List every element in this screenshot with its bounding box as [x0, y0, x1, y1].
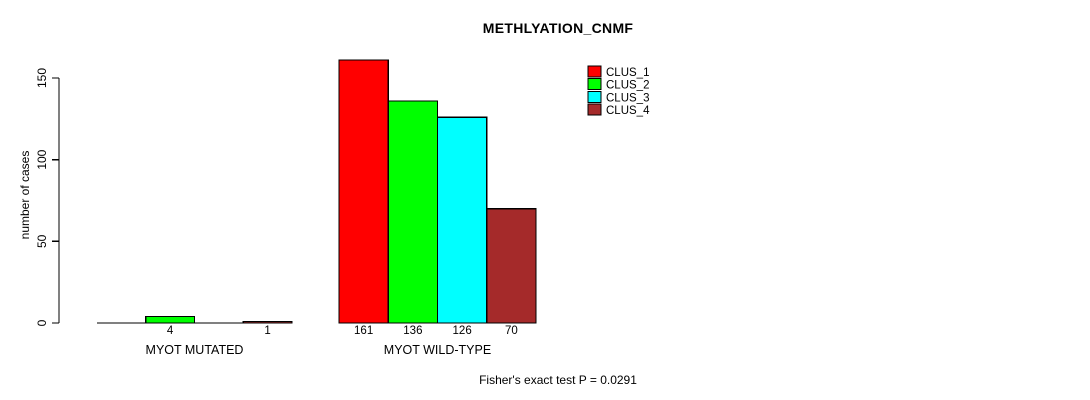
bar-clus-1-myot-wild-type — [338, 59, 389, 324]
y-tick-label: 50 — [35, 234, 49, 248]
y-tick-label: 0 — [35, 319, 49, 326]
bar-value-label: 161 — [354, 325, 373, 337]
bar-value-label: 136 — [403, 325, 422, 337]
legend-swatch-clus-3 — [587, 90, 602, 103]
legend-label: CLUS_1 — [606, 67, 649, 79]
legend-swatch-clus-2 — [587, 78, 602, 91]
y-tick-label: 150 — [35, 68, 49, 88]
y-axis-title: number of cases — [18, 151, 32, 240]
bar-clus-2-myot-mutated — [145, 315, 196, 324]
legend-swatch-clus-4 — [587, 103, 602, 116]
bar-clus-4-myot-wild-type — [486, 208, 537, 324]
y-tick-label: 100 — [35, 149, 49, 169]
bar-clus-4-myot-mutated — [242, 320, 293, 324]
legend-swatch-clus-1 — [587, 65, 602, 78]
bar-value-label: 70 — [505, 325, 518, 337]
group-label: MYOT WILD-TYPE — [384, 343, 491, 357]
fisher-test-annotation: Fisher's exact test P = 0.0291 — [479, 373, 637, 387]
group-label: MYOT MUTATED — [146, 343, 244, 357]
bar-clus-2-myot-wild-type — [387, 100, 439, 324]
bar-value-label: 126 — [453, 325, 472, 337]
legend-label: CLUS_3 — [606, 92, 649, 104]
legend-label: CLUS_4 — [606, 105, 650, 117]
bar-value-label: 4 — [167, 325, 174, 337]
legend-label: CLUS_2 — [606, 80, 649, 92]
bar-clus-3-myot-wild-type — [436, 116, 488, 324]
chart-title: METHLYATION_CNMF — [482, 20, 634, 36]
bar-value-label: 1 — [264, 325, 270, 337]
